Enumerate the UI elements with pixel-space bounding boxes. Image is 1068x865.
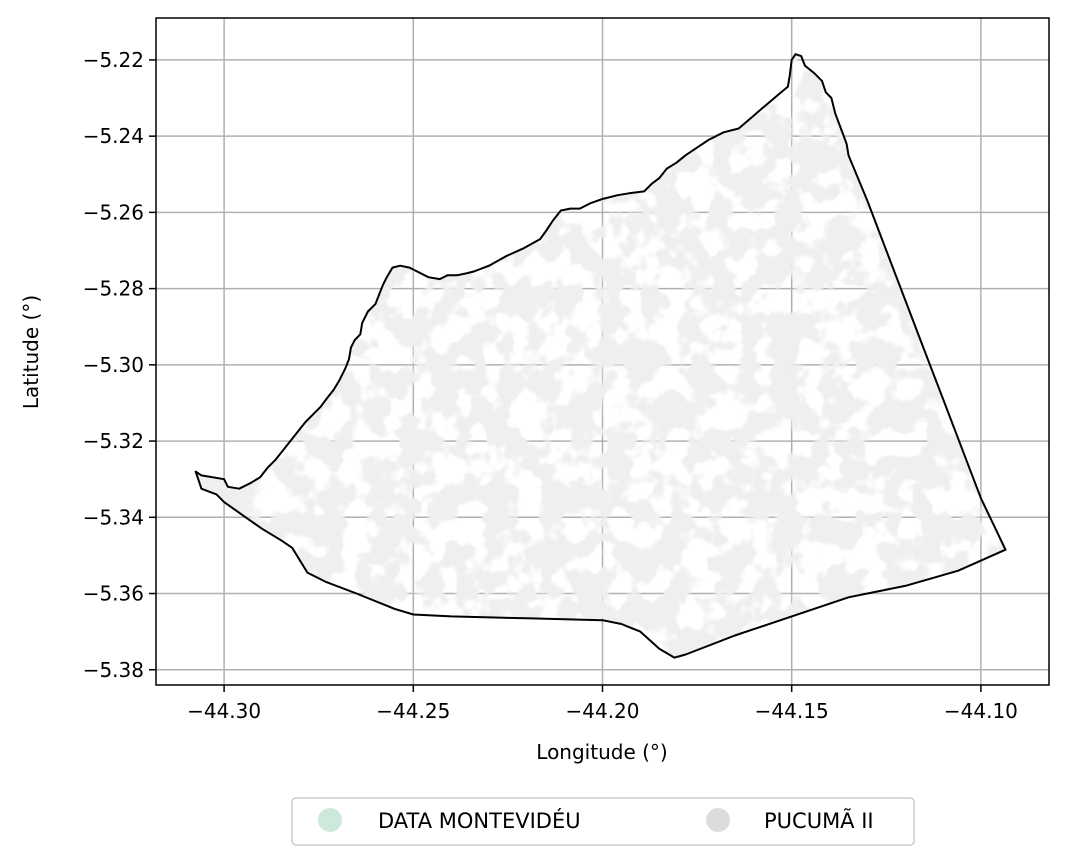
x-tick-label: −44.20 bbox=[565, 699, 639, 723]
x-tick-label: −44.30 bbox=[187, 699, 261, 723]
y-tick-label: −5.26 bbox=[83, 200, 144, 224]
y-axis-label: Latitude (°) bbox=[19, 295, 43, 409]
plot-area bbox=[155, 17, 1050, 686]
legend-marker-data-montevideu bbox=[318, 808, 342, 832]
legend-frame bbox=[291, 797, 915, 846]
legend: DATA MONTEVIDÉU PUCUMÃ II bbox=[291, 797, 915, 846]
x-axis-ticks: −44.30 −44.25 −44.20 −44.15 −44.10 bbox=[187, 685, 1018, 723]
y-tick-label: −5.30 bbox=[83, 353, 144, 377]
y-axis-ticks: −5.22 −5.24 −5.26 −5.28 −5.30 −5.32 −5.34 −5.36… bbox=[83, 48, 156, 682]
x-axis-label: Longitude (°) bbox=[536, 740, 667, 764]
x-tick-label: −44.15 bbox=[755, 699, 829, 723]
y-tick-label: −5.32 bbox=[83, 429, 144, 453]
legend-marker-pucuma-ii bbox=[706, 808, 730, 832]
x-tick-label: −44.25 bbox=[376, 699, 450, 723]
y-tick-label: −5.34 bbox=[83, 505, 144, 529]
y-tick-label: −5.38 bbox=[83, 658, 144, 682]
municipality-boundary bbox=[194, 53, 1007, 659]
legend-label-data-montevideu: DATA MONTEVIDÉU bbox=[378, 808, 581, 833]
y-tick-label: −5.28 bbox=[83, 277, 144, 301]
y-tick-label: −5.24 bbox=[83, 124, 144, 148]
x-tick-label: −44.10 bbox=[944, 699, 1018, 723]
y-tick-label: −5.36 bbox=[83, 582, 144, 606]
y-tick-label: −5.22 bbox=[83, 48, 144, 72]
legend-label-pucuma-ii: PUCUMÃ II bbox=[764, 807, 874, 833]
